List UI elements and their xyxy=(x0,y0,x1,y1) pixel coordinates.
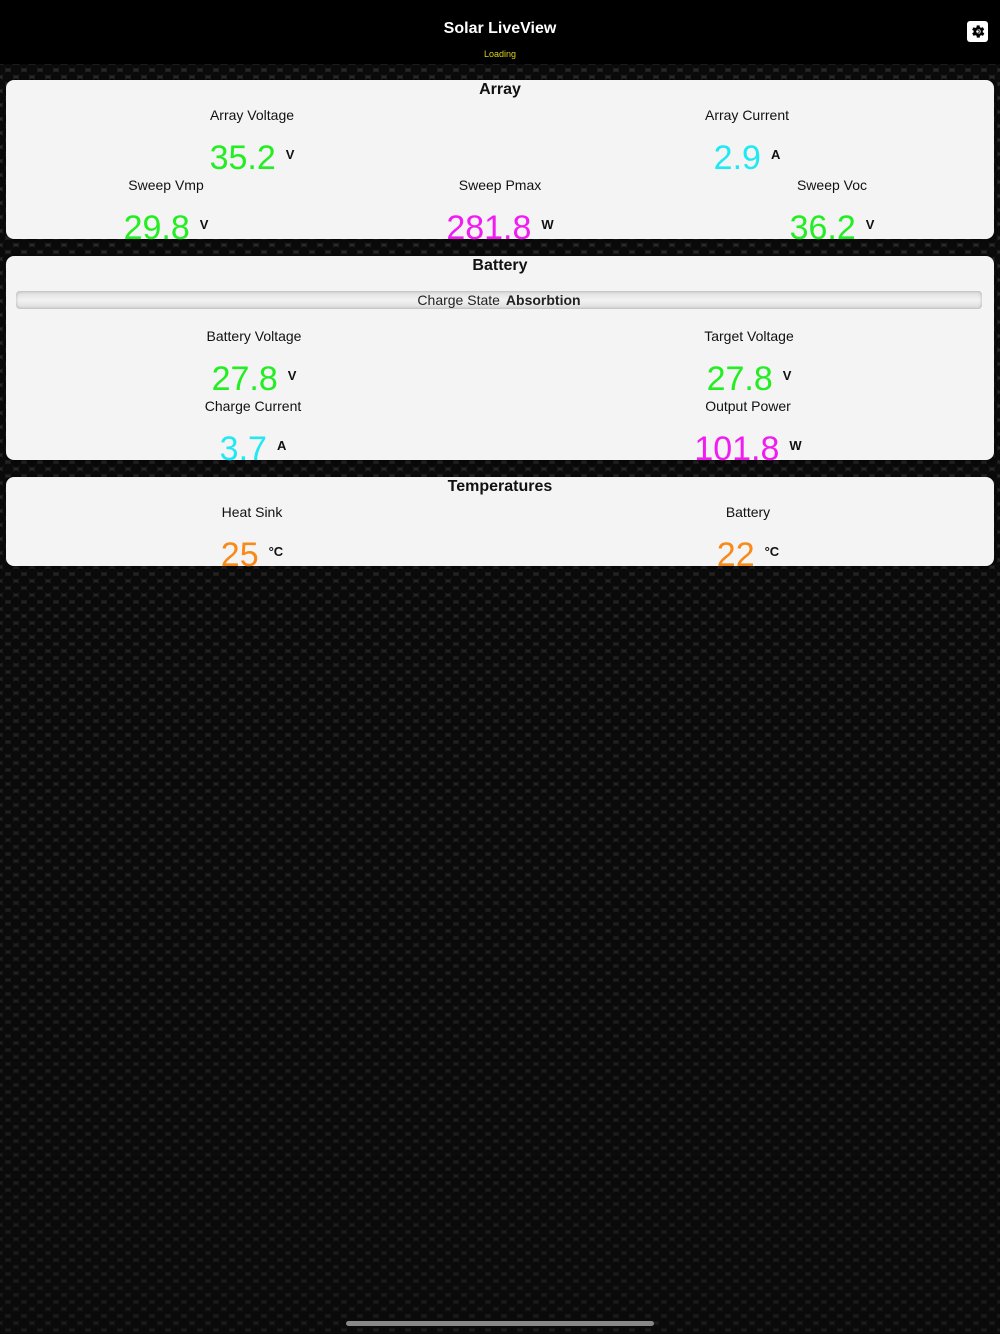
array-voltage-metric: Array Voltage 35.2 V xyxy=(132,106,372,178)
target-voltage-unit: V xyxy=(782,368,792,383)
sweep-voc-value: 36.2 xyxy=(789,209,856,247)
heat-sink-unit: °C xyxy=(268,544,284,559)
array-current-unit: A xyxy=(770,147,781,162)
app-title: Solar LiveView xyxy=(443,20,557,37)
loading-status: Loading xyxy=(483,49,517,59)
battery-voltage-label: Battery Voltage xyxy=(206,328,302,344)
array-current-metric: Array Current 2.9 A xyxy=(627,106,867,178)
heat-sink-value: 25 xyxy=(220,536,259,574)
sweep-pmax-label: Sweep Pmax xyxy=(458,177,542,193)
target-voltage-metric: Target Voltage 27.8 V xyxy=(629,327,869,399)
sweep-pmax-value: 281.8 xyxy=(446,209,532,247)
charge-current-unit: A xyxy=(276,438,287,453)
battery-voltage-value: 27.8 xyxy=(211,360,278,398)
array-panel: Array Array Voltage 35.2 V Array Current … xyxy=(6,80,994,247)
sweep-voc-unit: V xyxy=(865,217,875,232)
sweep-vmp-metric: Sweep Vmp 29.8 V xyxy=(46,176,286,248)
target-voltage-label: Target Voltage xyxy=(704,328,794,344)
heat-sink-metric: Heat Sink 25 °C xyxy=(132,503,372,575)
charge-current-metric: Charge Current 3.7 A xyxy=(133,397,373,469)
nav-bar: Solar LiveView Loading xyxy=(0,0,1000,64)
sweep-voc-label: Sweep Voc xyxy=(796,177,868,193)
sweep-pmax-metric: Sweep Pmax 281.8 W xyxy=(380,176,620,248)
gear-icon xyxy=(972,25,985,38)
temperatures-panel: Temperatures Heat Sink 25 °C Battery 22 °C xyxy=(6,477,994,574)
battery-voltage-metric: Battery Voltage 27.8 V xyxy=(134,327,374,399)
heat-sink-label: Heat Sink xyxy=(221,504,283,520)
sweep-vmp-value: 29.8 xyxy=(123,209,190,247)
battery-temp-metric: Battery 22 °C xyxy=(628,503,868,575)
charge-current-value: 3.7 xyxy=(219,430,267,468)
array-voltage-value: 35.2 xyxy=(209,139,276,177)
home-indicator[interactable] xyxy=(346,1321,654,1326)
output-power-value: 101.8 xyxy=(694,430,780,468)
charge-state-bar: Charge State Absorbtion xyxy=(16,291,982,309)
battery-temp-label: Battery xyxy=(725,504,771,520)
battery-voltage-unit: V xyxy=(287,368,297,383)
output-power-label: Output Power xyxy=(705,398,791,414)
sweep-vmp-label: Sweep Vmp xyxy=(128,177,204,193)
battery-panel: Battery Charge State Absorbtion Battery V… xyxy=(6,256,994,468)
charge-state-label: Charge State xyxy=(417,292,500,308)
array-current-label: Array Current xyxy=(704,107,790,123)
array-current-value: 2.9 xyxy=(713,139,761,177)
array-voltage-label: Array Voltage xyxy=(209,107,295,123)
target-voltage-value: 27.8 xyxy=(706,360,773,398)
settings-button[interactable] xyxy=(967,21,988,42)
battery-temp-value: 22 xyxy=(716,536,755,574)
sweep-voc-metric: Sweep Voc 36.2 V xyxy=(712,176,952,248)
array-title: Array xyxy=(479,81,521,98)
charge-current-label: Charge Current xyxy=(204,398,302,414)
array-voltage-unit: V xyxy=(285,147,295,162)
sweep-pmax-unit: W xyxy=(541,217,554,232)
charge-state-value: Absorbtion xyxy=(505,292,581,308)
output-power-metric: Output Power 101.8 W xyxy=(628,397,868,469)
sweep-vmp-unit: V xyxy=(199,217,209,232)
output-power-unit: W xyxy=(789,438,802,453)
battery-temp-unit: °C xyxy=(764,544,780,559)
temperatures-title: Temperatures xyxy=(447,478,553,495)
battery-title: Battery xyxy=(472,257,528,274)
